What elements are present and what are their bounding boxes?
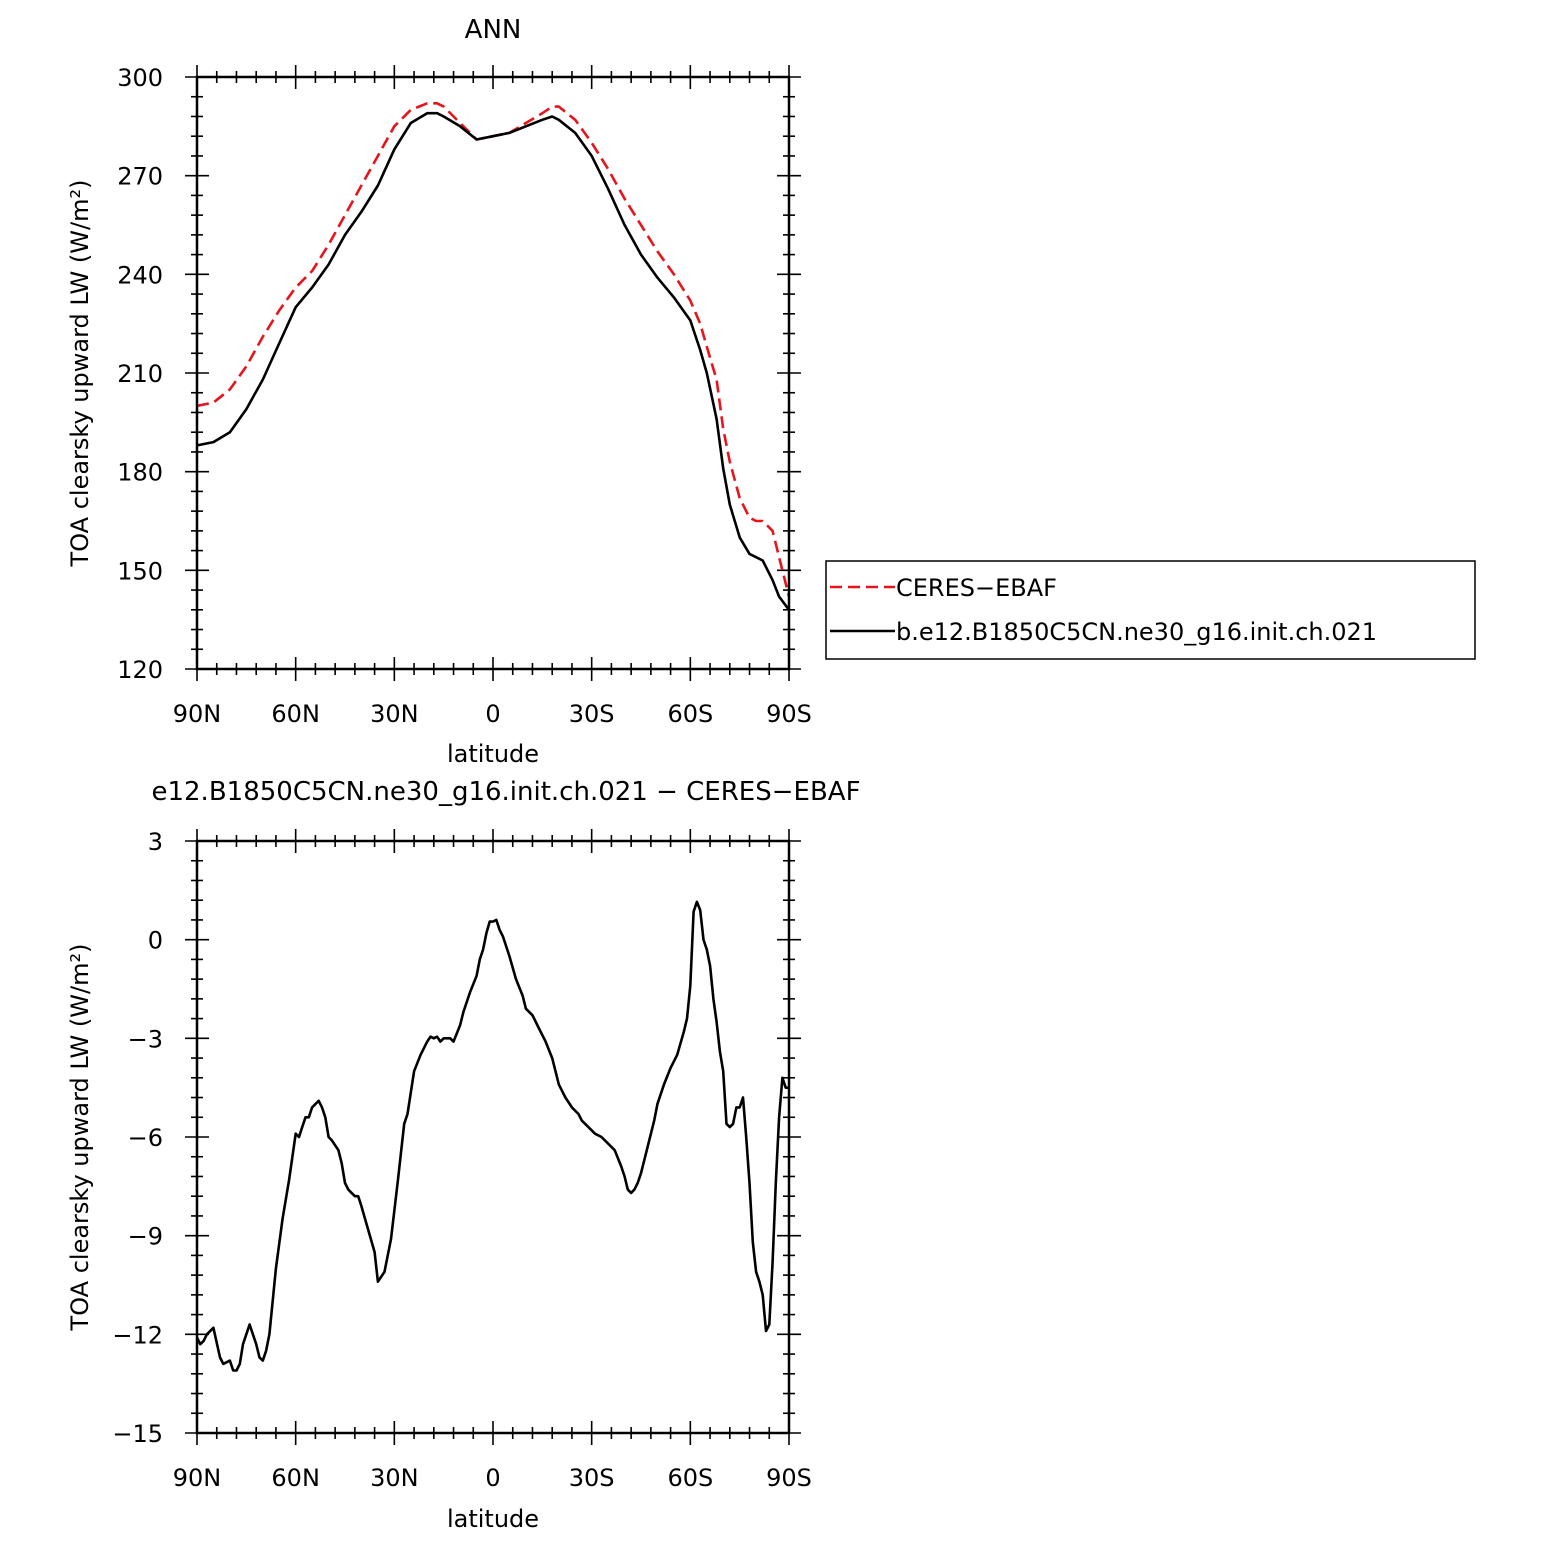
y-tick-label: 270	[117, 163, 163, 191]
series-lines	[196, 102, 791, 611]
x-tick-label: 60N	[271, 700, 320, 728]
x-tick-label: 90N	[173, 1464, 222, 1492]
y-axis-label: TOA clearsky upward LW (W/m²)	[66, 944, 94, 1332]
x-tick-label: 30N	[370, 700, 419, 728]
x-tick-label: 30N	[370, 1464, 419, 1492]
panel-difference: e12.B1850C5CN.ne30_g16.init.ch.021 − CER…	[66, 777, 861, 1533]
legend: CERES−EBAF b.e12.B1850C5CN.ne30_g16.init…	[825, 560, 1476, 660]
y-tick-label: 240	[117, 261, 163, 289]
plot-frame	[195, 839, 791, 1435]
y-tick-label: 210	[117, 360, 163, 388]
x-tick-label: 0	[485, 1464, 500, 1492]
minor-ticks	[191, 71, 795, 675]
x-tick-labels: 90N 60N 30N 0 30S 60S 90S	[173, 1464, 812, 1492]
y-tick-label: 300	[117, 64, 163, 92]
y-tick-labels: −15 −12 −9 −6 −3 0 3	[112, 828, 163, 1448]
series-line-model	[196, 111, 791, 611]
legend-label-model: b.e12.B1850C5CN.ne30_g16.init.ch.021	[896, 618, 1377, 646]
y-tick-label: −12	[112, 1321, 163, 1349]
x-tick-labels: 90N 60N 30N 0 30S 60S 90S	[173, 700, 812, 728]
y-tick-label: 180	[117, 459, 163, 487]
y-tick-label: 3	[148, 828, 163, 856]
legend-label-ceres: CERES−EBAF	[896, 574, 1057, 602]
legend-box	[825, 560, 1476, 660]
x-tick-label: 90N	[173, 700, 222, 728]
legend-entry-ceres: CERES−EBAF	[830, 574, 1057, 602]
chart-title: e12.B1850C5CN.ne30_g16.init.ch.021 − CER…	[151, 777, 860, 807]
chart-title: ANN	[465, 15, 522, 45]
series-line-difference	[195, 900, 789, 1372]
major-ticks	[185, 65, 801, 681]
x-axis-label: latitude	[447, 1505, 539, 1533]
plot-area	[185, 829, 801, 1445]
y-tick-label: −9	[128, 1223, 163, 1251]
x-tick-label: 60S	[667, 1464, 713, 1492]
x-tick-label: 60S	[667, 700, 713, 728]
x-tick-label: 30S	[569, 700, 615, 728]
y-axis-label: TOA clearsky upward LW (W/m²)	[66, 180, 94, 568]
minor-ticks	[191, 835, 795, 1439]
legend-entry-model: b.e12.B1850C5CN.ne30_g16.init.ch.021	[830, 618, 1377, 646]
x-tick-label: 60N	[271, 1464, 320, 1492]
y-tick-label: −3	[128, 1025, 163, 1053]
panel-annual-mean: ANN 120 150 180 210 240 270 300 90N 60N 30N 0 30S 6…	[66, 15, 1476, 768]
x-tick-label: 30S	[569, 1464, 615, 1492]
series-lines	[195, 900, 789, 1372]
y-tick-labels: 120 150 180 210 240 270 300	[117, 64, 163, 684]
x-tick-label: 90S	[766, 1464, 812, 1492]
plot-frame	[195, 75, 791, 671]
x-axis-label: latitude	[447, 740, 539, 768]
y-tick-label: 0	[148, 927, 163, 955]
plot-area	[185, 65, 801, 681]
series-line-ceres	[196, 102, 791, 597]
y-tick-label: −6	[128, 1124, 163, 1152]
y-tick-label: −15	[112, 1420, 163, 1448]
y-tick-label: 150	[117, 557, 163, 585]
y-tick-label: 120	[117, 656, 163, 684]
x-tick-label: 90S	[766, 700, 812, 728]
x-tick-label: 0	[485, 700, 500, 728]
